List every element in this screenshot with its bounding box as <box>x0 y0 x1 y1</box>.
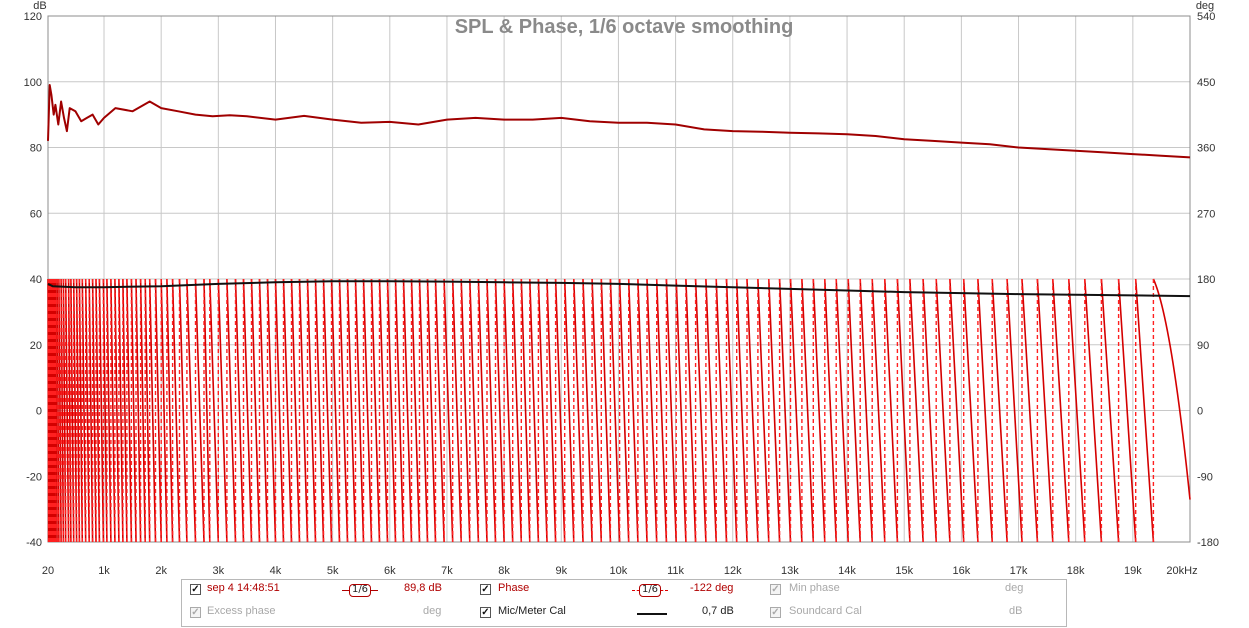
right-tick-label: 540 <box>1197 11 1215 23</box>
x-tick-label: 3k <box>213 565 225 577</box>
x-tick-label: 4k <box>270 565 282 577</box>
phase-label: Phase <box>498 582 530 594</box>
measurement-value: 89,8 dB <box>404 582 442 594</box>
measurement-smoothing-badge[interactable]: 1/6 <box>349 584 371 597</box>
right-tick-label: -180 <box>1197 537 1219 549</box>
x-tick-label: 1k <box>98 565 110 577</box>
right-axis-unit: deg <box>1196 0 1214 12</box>
x-tick-label: 14k <box>838 565 856 577</box>
left-tick-label: -20 <box>26 471 42 483</box>
x-tick-label: 20 <box>42 565 54 577</box>
right-tick-label: 180 <box>1197 274 1215 286</box>
left-tick-label: 40 <box>30 274 42 286</box>
phase-curve <box>47 278 1191 543</box>
right-tick-label: 270 <box>1197 208 1215 220</box>
right-tick-label: 450 <box>1197 77 1215 89</box>
x-tick-label: 20kHz <box>1166 565 1197 577</box>
x-tick-label: 6k <box>384 565 396 577</box>
mic-cal-label: Mic/Meter Cal <box>498 605 566 617</box>
series-group <box>47 84 1191 543</box>
excess-phase-value: deg <box>423 605 442 617</box>
x-tick-label: 7k <box>441 565 453 577</box>
axis-labels: 120 540 100 450 80 360 60 270 40 180 20 90 0 0 -20 -90 -… <box>24 11 1219 577</box>
phase-checkbox[interactable]: ✓ <box>480 584 491 595</box>
left-axis-unit: dB <box>33 0 46 12</box>
left-tick-label: 0 <box>36 406 42 418</box>
phase-value: -122 deg <box>690 582 734 594</box>
x-tick-label: 5k <box>327 565 339 577</box>
x-tick-label: 13k <box>781 565 799 577</box>
min-phase-label: Min phase <box>789 582 840 594</box>
mic-cal-line-swatch <box>637 613 667 615</box>
excess-phase-checkbox[interactable]: ✓ <box>190 607 201 618</box>
left-tick-label: 80 <box>30 143 42 155</box>
mic-cal-value: 0,7 dB <box>702 605 734 617</box>
min-phase-checkbox[interactable]: ✓ <box>770 584 781 595</box>
soundcard-cal-value: dB <box>1009 605 1023 617</box>
x-tick-label: 17k <box>1010 565 1028 577</box>
right-tick-label: 360 <box>1197 143 1215 155</box>
mic-cal-curve <box>47 280 1191 298</box>
spl-curve <box>47 84 1191 159</box>
left-tick-label: 100 <box>24 77 42 89</box>
excess-phase-label: Excess phase <box>207 605 276 617</box>
right-tick-label: -90 <box>1197 471 1213 483</box>
right-tick-label: 0 <box>1197 406 1203 418</box>
x-tick-label: 15k <box>895 565 913 577</box>
left-tick-label: -40 <box>26 537 42 549</box>
left-tick-label: 20 <box>30 340 42 352</box>
left-tick-label: 60 <box>30 208 42 220</box>
min-phase-value: deg <box>1005 582 1024 594</box>
x-tick-label: 9k <box>555 565 567 577</box>
x-tick-label: 2k <box>155 565 167 577</box>
legend-panel: ✓ sep 4 14:48:51 1/6 89,8 dB ✓ Phase 1/6… <box>181 579 1067 627</box>
left-tick-label: 120 <box>24 11 42 23</box>
phase-smoothing-badge[interactable]: 1/6 <box>639 584 661 597</box>
x-tick-label: 16k <box>952 565 970 577</box>
x-tick-label: 10k <box>610 565 628 577</box>
x-tick-label: 8k <box>498 565 510 577</box>
chart-title: SPL & Phase, 1/6 octave smoothing <box>455 16 794 38</box>
soundcard-cal-label: Soundcard Cal <box>789 605 862 617</box>
x-tick-label: 18k <box>1067 565 1085 577</box>
x-tick-label: 11k <box>667 565 684 577</box>
mic-cal-checkbox[interactable]: ✓ <box>480 607 491 618</box>
right-tick-label: 90 <box>1197 340 1209 352</box>
measurement-checkbox[interactable]: ✓ <box>190 584 201 595</box>
x-tick-label: 12k <box>724 565 742 577</box>
x-tick-label: 19k <box>1124 565 1142 577</box>
soundcard-cal-checkbox[interactable]: ✓ <box>770 607 781 618</box>
measurement-label: sep 4 14:48:51 <box>207 582 280 594</box>
